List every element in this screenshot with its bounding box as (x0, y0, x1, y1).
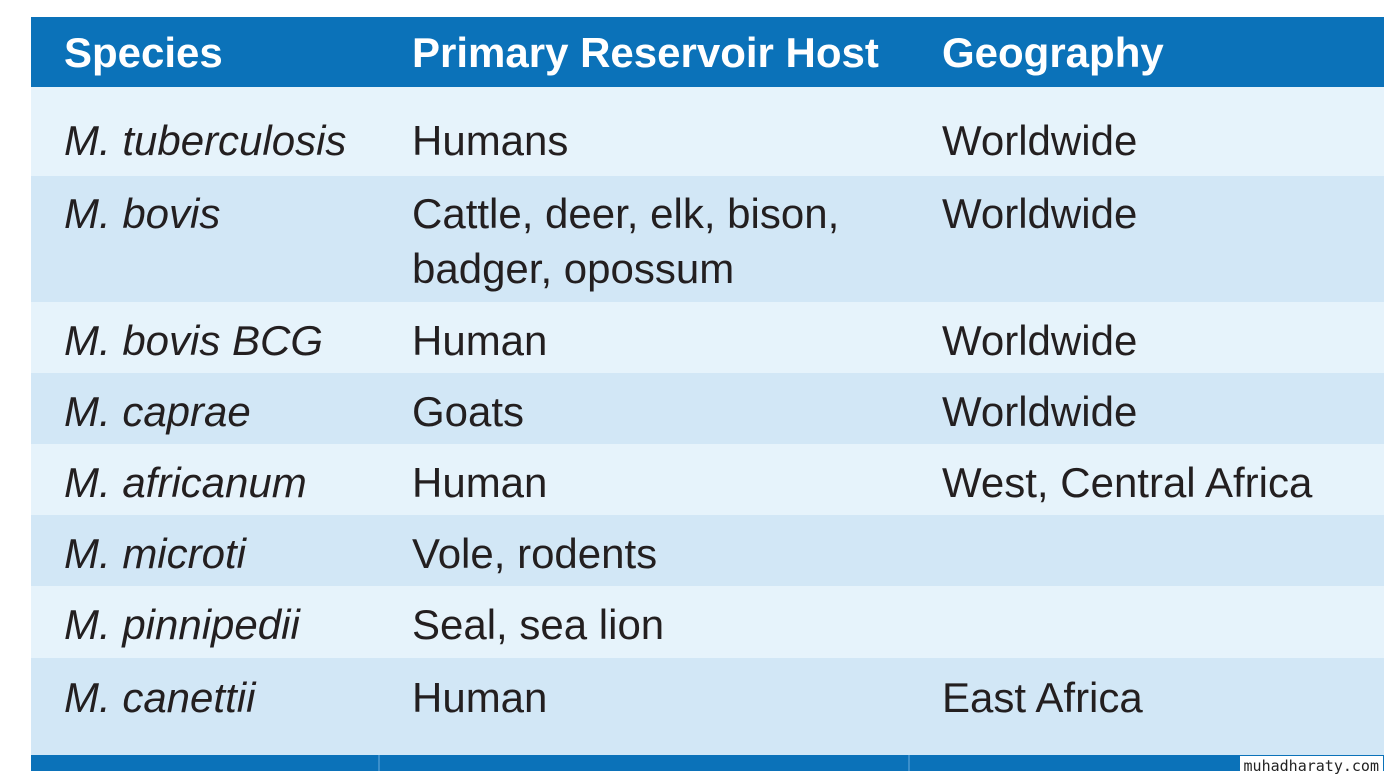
host-cell: Human (412, 317, 548, 364)
geography-cell: Worldwide (942, 388, 1138, 435)
table-header: Species Primary Reservoir Host Geography (31, 17, 1384, 87)
geography-cell: West, Central Africa (942, 459, 1313, 506)
header-geography: Geography (942, 29, 1164, 76)
table-row: M. tuberculosis Humans Worldwide (31, 87, 1384, 176)
species-cell: M. bovis BCG (64, 317, 324, 364)
species-cell: M. canettii (64, 674, 256, 721)
table-row: M. bovis BCG Human Worldwide (31, 302, 1384, 373)
species-cell: M. microti (64, 530, 246, 577)
table-row: M. bovis Cattle, deer, elk, bison, badge… (31, 176, 1384, 302)
table-row: M. pinnipedii Seal, sea lion (31, 586, 1384, 658)
species-cell: M. pinnipedii (64, 601, 300, 648)
species-table: Species Primary Reservoir Host Geography… (31, 17, 1384, 771)
host-cell: Human (412, 459, 548, 506)
species-cell: M. africanum (64, 459, 307, 506)
host-cell: Human (412, 674, 548, 721)
column-divider (378, 755, 380, 771)
table-row: M. africanum Human West, Central Africa (31, 444, 1384, 515)
host-cell-line2: badger, opossum (412, 245, 735, 292)
geography-cell: East Africa (942, 674, 1143, 721)
header-species: Species (64, 29, 223, 76)
host-cell: Humans (412, 117, 569, 164)
host-cell: Seal, sea lion (412, 601, 665, 648)
geography-cell: Worldwide (942, 317, 1138, 364)
column-divider (908, 755, 910, 771)
host-cell-line1: Cattle, deer, elk, bison, (412, 190, 840, 237)
header-host: Primary Reservoir Host (412, 29, 879, 76)
table-row: M. canettii Human East Africa (31, 658, 1384, 755)
table-row: M. caprae Goats Worldwide (31, 373, 1384, 444)
geography-cell: Worldwide (942, 190, 1138, 237)
host-cell: Goats (412, 388, 525, 435)
geography-cell: Worldwide (942, 117, 1138, 164)
host-cell: Vole, rodents (412, 530, 658, 577)
species-cell: M. bovis (64, 190, 221, 237)
watermark-text: muhadharaty.com (1239, 756, 1383, 776)
table-footer-bar (31, 755, 1384, 771)
species-cell: M. tuberculosis (64, 117, 347, 164)
species-cell: M. caprae (64, 388, 251, 435)
table-row: M. microti Vole, rodents (31, 515, 1384, 586)
